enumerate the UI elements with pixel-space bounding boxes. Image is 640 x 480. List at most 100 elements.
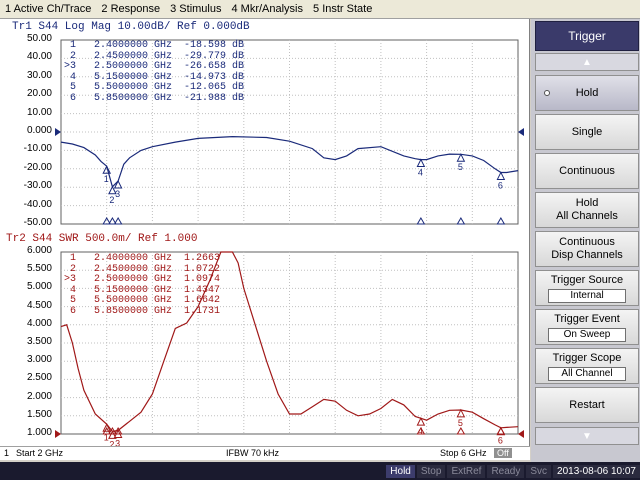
marker-table-row: 5 5.5000000 GHz 1.6642 — [64, 295, 221, 306]
marker-table-row: >3 2.5000000 GHz -26.658 dB — [64, 61, 245, 72]
trace1-y-tick-label: -20.00 — [23, 161, 52, 173]
stop-frequency[interactable]: Stop 6 GHz — [440, 448, 487, 458]
status-svc: Svc — [526, 464, 552, 478]
restart-label: Restart — [569, 398, 605, 411]
marker-table-row: 2 2.4500000 GHz -29.779 dB — [64, 50, 245, 62]
menu-active-ch-trace[interactable]: 1 Active Ch/Trace — [5, 3, 92, 15]
trace2-y-tick-label: 6.000 — [26, 245, 52, 256]
trace2-marker-stimulus-2 — [108, 427, 117, 435]
trigger-source-button[interactable]: Trigger Source Internal — [535, 270, 639, 306]
trace2-y-tick-label: 5.000 — [26, 281, 52, 293]
trace2-marker-stimulus-6 — [496, 427, 506, 435]
status-extref: ExtRef — [447, 464, 486, 478]
trace1-y-tick-label: 20.00 — [26, 88, 52, 100]
trace1-header[interactable]: Tr1 S44 Log Mag 10.00dB/ Ref 0.000dB — [12, 21, 250, 33]
marker-table-row: 1 2.4000000 GHz 1.2663 — [64, 253, 221, 264]
trace2-y-tick-label: 4.000 — [26, 317, 52, 329]
continuous-disp-channels-button[interactable]: Continuous Disp Channels — [535, 231, 639, 267]
trace1-marker-stimulus-3 — [113, 217, 123, 225]
trace2-marker-label-2: 2 — [109, 439, 114, 449]
menu-mkr-analysis[interactable]: 4 Mkr/Analysis — [231, 3, 304, 15]
channel-number: 1 — [4, 448, 10, 458]
trigger-scope-button[interactable]: Trigger Scope All Channel — [535, 348, 639, 384]
cont-disp-label-1: Continuous — [559, 236, 615, 248]
trace2-y-tick-label: 1.000 — [26, 427, 52, 438]
trace1-ref-arrow-right — [518, 128, 524, 136]
trace2-y-tick-label: 2.500 — [26, 372, 52, 384]
trace1-marker-5 — [456, 153, 466, 162]
marker-table-row: 5 5.5000000 GHz -12.065 dB — [64, 82, 245, 93]
trace1-marker-label-6: 6 — [498, 180, 503, 190]
trace2-y-tick-label: 1.500 — [26, 408, 52, 420]
marker-table-row: 6 5.8500000 GHz -21.988 dB — [64, 92, 245, 104]
trace2-marker-stimulus-5 — [456, 427, 466, 435]
trace2-y-tick-label: 3.500 — [26, 336, 52, 347]
trace2-marker-2 — [108, 430, 117, 439]
menu-instr-state[interactable]: 5 Instr State — [313, 3, 373, 15]
trace1-marker-label-4: 4 — [418, 168, 423, 178]
channel-status-bar: 1 Start 2 GHz IFBW 70 kHz Stop 6 GHz Off — [0, 446, 530, 460]
trace2-header[interactable]: Tr2 S44 SWR 500.0m/ Ref 1.000 — [6, 233, 197, 245]
trace1-trace-line — [60, 135, 519, 188]
trace2-marker-stimulus-4 — [416, 427, 426, 435]
cont-disp-label-2: Disp Channels — [551, 249, 623, 261]
marker-table-row: 2 2.4500000 GHz 1.0722 — [64, 263, 221, 275]
trace2-marker-5 — [456, 408, 466, 418]
single-label: Single — [571, 125, 603, 138]
trace1-y-tick-label: -50.00 — [23, 217, 52, 228]
trace1-marker-1 — [102, 165, 112, 174]
menu-response[interactable]: 2 Response — [101, 3, 161, 15]
trigger-event-button[interactable]: Trigger Event On Sweep — [535, 309, 639, 345]
hold-all-label-2: All Channels — [556, 210, 618, 222]
trace2-marker-label-4: 4 — [418, 426, 423, 436]
status-clock: 2013-08-06 10:07 — [553, 464, 640, 478]
status-stop: Stop — [416, 464, 446, 478]
continuous-label: Continuous — [559, 164, 615, 177]
trigger-source-value: Internal — [548, 288, 626, 303]
trace2-y-tick-label: 3.000 — [26, 354, 52, 366]
off-indicator: Off — [494, 448, 512, 458]
single-button[interactable]: Single — [535, 114, 639, 150]
trace2-marker-stimulus-1 — [102, 427, 112, 435]
triangle-down-icon: ▼ — [582, 430, 592, 442]
menu-stimulus[interactable]: 3 Stimulus — [170, 3, 222, 15]
hold-button[interactable]: Hold — [535, 75, 639, 111]
trigger-scope-value: All Channel — [548, 366, 626, 381]
restart-button[interactable]: Restart — [535, 387, 639, 423]
hold-all-channels-button[interactable]: Hold All Channels — [535, 192, 639, 228]
status-ready: Ready — [487, 464, 525, 478]
continuous-button[interactable]: Continuous — [535, 153, 639, 189]
scroll-down-button[interactable]: ▼ — [535, 427, 639, 445]
ifbw-setting[interactable]: IFBW 70 kHz — [226, 448, 280, 458]
trace1-y-tick-label: 0.000 — [26, 125, 52, 136]
trace1-y-tick-label: 50.00 — [26, 33, 52, 44]
trace1-marker-label-2: 2 — [109, 195, 114, 205]
trace2-marker-stimulus-3 — [113, 427, 123, 435]
trace2-marker-label-3: 3 — [115, 438, 120, 448]
trigger-event-value: On Sweep — [548, 327, 626, 342]
trace1-marker-3 — [113, 179, 123, 189]
softkey-menu-title: Trigger — [535, 21, 639, 51]
instrument-status-bar: Hold Stop ExtRef Ready Svc 2013-08-06 10… — [0, 462, 640, 480]
trace2-ref-arrow-right — [518, 430, 524, 438]
trace2-y-tick-label: 4.500 — [26, 299, 52, 311]
trace1-marker-stimulus-1 — [102, 217, 112, 225]
trace1-marker-label-5: 5 — [458, 162, 463, 172]
menu-bar: 1 Active Ch/Trace 2 Response 3 Stimulus … — [0, 0, 640, 19]
start-frequency[interactable]: Start 2 GHz — [16, 448, 64, 458]
scroll-up-button[interactable]: ▲ — [535, 53, 639, 71]
trace1-marker-label-1: 1 — [104, 174, 109, 184]
trace1-y-tick-label: -40.00 — [23, 198, 52, 210]
trace2-marker-table: 1 2.4000000 GHz 1.2663 2 2.4500000 GHz 1… — [64, 253, 221, 317]
marker-table-row: 4 5.1500000 GHz 1.4347 — [64, 284, 221, 296]
trace1-marker-stimulus-5 — [456, 217, 466, 225]
triangle-up-icon: ▲ — [582, 56, 592, 68]
trace1-marker-6 — [496, 171, 506, 180]
trace2-marker-label-6: 6 — [498, 436, 503, 446]
trace2-marker-label-1: 1 — [104, 432, 109, 442]
softkey-panel: Trigger ▲ Hold Single Continuous Hold Al… — [531, 19, 640, 462]
trace1-y-tick-label: 40.00 — [26, 51, 52, 63]
marker-table-row: >3 2.5000000 GHz 1.0974 — [64, 274, 221, 285]
